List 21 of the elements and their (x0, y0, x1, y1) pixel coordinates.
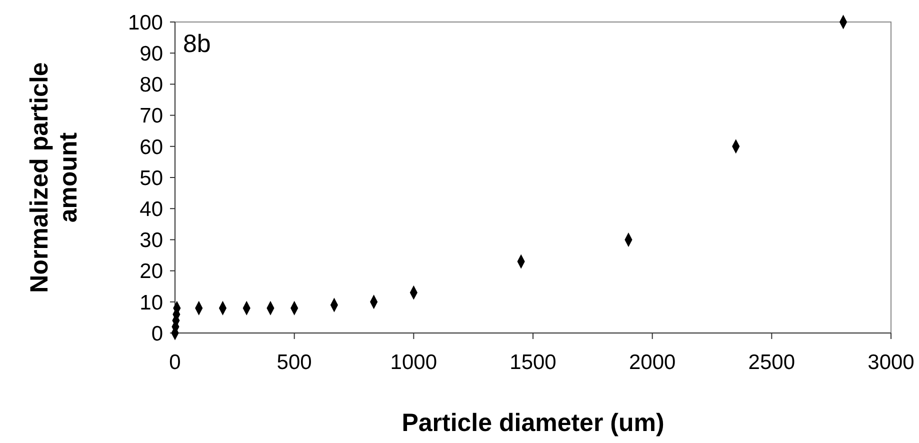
x-tick-label: 0 (169, 351, 181, 374)
x-tick-label: 2500 (748, 351, 796, 374)
x-tick-label: 3000 (868, 351, 914, 374)
y-tick-label: 50 (140, 166, 163, 190)
y-tick-label: 0 (151, 322, 163, 346)
x-tick-label: 2000 (628, 351, 676, 374)
y-tick-label: 80 (140, 74, 163, 97)
y-tick-label: 70 (140, 104, 163, 128)
x-axis-title: Particle diameter (um) (402, 409, 664, 437)
x-tick-label: 1500 (510, 351, 556, 374)
y-tick-label: 60 (140, 136, 163, 159)
y-tick-label: 90 (140, 42, 163, 66)
y-tick-label: 40 (140, 198, 163, 221)
y-tick-label: 30 (140, 229, 163, 252)
y-tick-label: 10 (140, 291, 163, 314)
x-tick-label: 500 (276, 351, 312, 374)
x-tick-label: 1000 (390, 351, 438, 374)
y-axis-title: Normalized particle amount (26, 62, 82, 293)
y-tick-label: 20 (140, 260, 163, 284)
annotation: 8b (183, 30, 211, 58)
y-tick-label: 100 (128, 11, 163, 34)
